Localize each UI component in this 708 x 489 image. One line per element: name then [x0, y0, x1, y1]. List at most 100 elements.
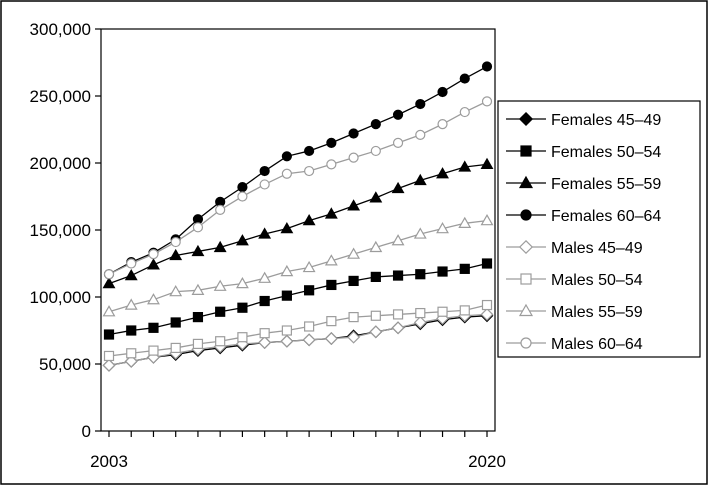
series-1: [103, 258, 493, 340]
data-point: [480, 157, 494, 169]
legend-label: Males 50–54: [551, 272, 643, 289]
data-point: [415, 307, 426, 319]
data-point: [103, 350, 115, 362]
data-point: [392, 270, 404, 281]
legend-marker: [518, 111, 534, 127]
data-point: [281, 325, 292, 336]
data-point: [480, 214, 494, 226]
data-point: [237, 182, 248, 193]
data-point: [281, 151, 292, 162]
data-point: [258, 227, 272, 239]
y-tick-label: 150,000: [30, 221, 91, 240]
data-point: [392, 137, 404, 148]
data-point: [302, 333, 316, 347]
data-point: [124, 354, 138, 368]
x-tick-label-end: 2020: [468, 452, 506, 471]
series-group: [102, 61, 494, 372]
legend-label: Females 45–49: [551, 112, 661, 129]
legend-label: Females 55–59: [551, 176, 661, 193]
data-point: [369, 325, 383, 339]
data-point: [302, 260, 316, 273]
data-point: [258, 336, 272, 349]
data-point: [126, 325, 137, 336]
legend: Females 45–49 Females 50–54 Females 55–59 F…: [497, 100, 701, 358]
data-point: [148, 322, 159, 333]
data-point: [215, 204, 226, 215]
data-point: [126, 258, 137, 269]
data-point: [147, 293, 160, 305]
data-point: [148, 249, 159, 260]
data-point: [191, 244, 205, 257]
data-point: [169, 248, 183, 261]
legend-marker: [520, 145, 532, 157]
data-point: [213, 279, 227, 291]
data-point: [326, 159, 337, 170]
data-point: [369, 191, 383, 203]
legend-item: Males 60–64: [506, 336, 643, 353]
series-2: [102, 157, 494, 289]
x-tick-label-start: 2003: [90, 452, 128, 471]
data-point: [304, 145, 315, 157]
legend-marker: [520, 273, 532, 285]
data-point: [347, 330, 361, 344]
data-point: [348, 128, 359, 139]
data-point: [237, 191, 248, 202]
data-point: [237, 332, 248, 343]
axes: 0 50,000 100,000 150,000 200,000 250,000 300,0…: [30, 20, 506, 471]
data-point: [369, 240, 383, 253]
data-point: [348, 152, 359, 163]
series-6: [102, 214, 494, 317]
data-point: [259, 328, 270, 339]
data-point: [191, 283, 205, 295]
data-point: [215, 306, 226, 317]
data-point: [458, 160, 472, 172]
data-point: [302, 214, 316, 226]
data-point: [103, 329, 115, 340]
data-point: [459, 263, 470, 274]
data-point: [326, 316, 337, 327]
legend-item: Females 45–49: [506, 111, 661, 129]
legend-item: Females 55–59: [506, 175, 661, 193]
data-point: [170, 342, 181, 354]
data-point: [126, 348, 137, 359]
data-point: [258, 271, 272, 283]
data-point: [370, 119, 381, 130]
data-point: [326, 279, 337, 291]
legend-label: Males 60–64: [551, 336, 643, 353]
data-point: [192, 222, 204, 233]
data-point: [392, 309, 404, 320]
y-tick-label: 250,000: [30, 87, 91, 106]
data-point: [370, 145, 381, 157]
legend-item: Males 50–54: [506, 272, 643, 289]
data-point: [235, 234, 249, 246]
legend-marker: [518, 303, 534, 317]
data-point: [304, 321, 315, 332]
data-point: [391, 321, 405, 335]
data-point: [458, 216, 472, 228]
data-point: [103, 269, 115, 280]
data-point: [324, 207, 338, 219]
data-point: [237, 302, 248, 313]
data-point: [370, 310, 381, 321]
data-point: [347, 247, 361, 259]
data-point: [259, 295, 270, 307]
legend-label: Females 50–54: [551, 144, 661, 161]
data-point: [215, 336, 226, 347]
data-point: [370, 271, 381, 282]
legend-marker: [520, 209, 532, 221]
data-point: [170, 236, 181, 248]
y-tick-label: 0: [82, 422, 91, 441]
data-point: [192, 338, 204, 349]
data-point: [347, 199, 361, 211]
legend-item: Females 60–64: [506, 208, 661, 225]
data-point: [235, 276, 249, 289]
data-point: [281, 290, 292, 301]
data-point: [437, 266, 448, 277]
data-point: [415, 269, 426, 280]
y-tick-label: 300,000: [30, 20, 91, 39]
data-point: [481, 96, 493, 107]
data-point: [413, 173, 427, 186]
y-tick-label: 100,000: [30, 288, 91, 307]
data-point: [169, 285, 183, 297]
